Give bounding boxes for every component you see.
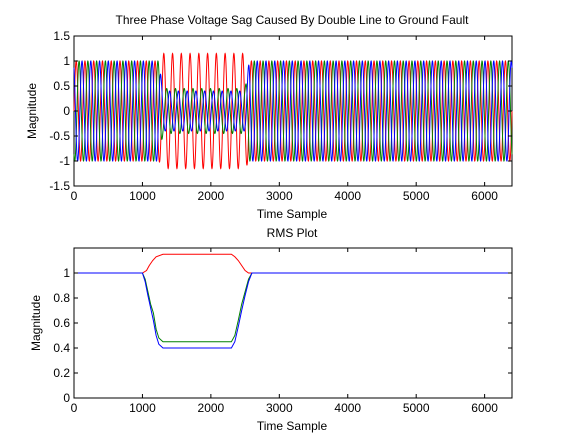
y-tick-label: 0 [63, 104, 70, 118]
x-tick-label: 0 [71, 401, 78, 415]
plot-area [73, 247, 513, 399]
x-tick-label: 1000 [129, 401, 156, 415]
x-tick-label: 2000 [198, 401, 225, 415]
x-tick-label: 0 [71, 189, 78, 203]
chart-title: Three Phase Voltage Sag Caused By Double… [116, 13, 470, 27]
x-tick-label: 4000 [334, 189, 361, 203]
x-tick-label: 3000 [266, 401, 293, 415]
x-tick-label: 6000 [471, 401, 498, 415]
series-line [74, 253, 512, 274]
series-line [73, 52, 513, 170]
series-layer [74, 253, 512, 349]
y-tick-label: 1 [63, 54, 70, 68]
y-tick-label: 0.4 [53, 341, 70, 355]
series-line [74, 272, 512, 343]
tick-layer: 0 1000 2000 3000 4000 5000 6000 -1.5 -1 -0.5 0 0.5 1… [49, 29, 512, 203]
y-tick-label: 0 [63, 391, 70, 405]
y-tick-label: 0.5 [53, 79, 70, 93]
y-tick-label: 0.2 [53, 366, 70, 380]
x-tick-label: 6000 [471, 189, 498, 203]
series-layer [73, 52, 513, 170]
y-tick-label: -1.5 [49, 179, 70, 193]
y-tick-label: -1 [59, 154, 70, 168]
x-tick-label: 4000 [334, 401, 361, 415]
y-tick-label: 1.5 [53, 29, 70, 43]
x-tick-label: 1000 [129, 189, 156, 203]
x-tick-label: 2000 [198, 189, 225, 203]
y-tick-label: 0.6 [53, 316, 70, 330]
x-axis-label: Time Sample [257, 419, 328, 433]
y-tick-label: 1 [63, 266, 70, 280]
y-tick-label: -0.5 [49, 129, 70, 143]
y-axis-label: Magnitude [25, 83, 39, 139]
rms-chart: RMS Plot 0 1000 2000 3000 4000 5000 6000 0 0.2 0.… [29, 226, 513, 433]
series-line [73, 60, 513, 162]
x-axis-label: Time Sample [257, 207, 328, 221]
voltage-waveform-chart: Three Phase Voltage Sag Caused By Double… [25, 13, 513, 221]
x-tick-label: 5000 [403, 189, 430, 203]
chart-title: RMS Plot [267, 226, 318, 240]
x-tick-label: 5000 [403, 401, 430, 415]
tick-layer: 0 1000 2000 3000 4000 5000 6000 0 0.2 0.4 0.6 0.8 1 [53, 248, 512, 415]
series-line [74, 272, 512, 349]
y-tick-label: 0.8 [53, 291, 70, 305]
y-axis-label: Magnitude [29, 295, 43, 351]
x-tick-label: 3000 [266, 189, 293, 203]
series-line [73, 60, 513, 162]
